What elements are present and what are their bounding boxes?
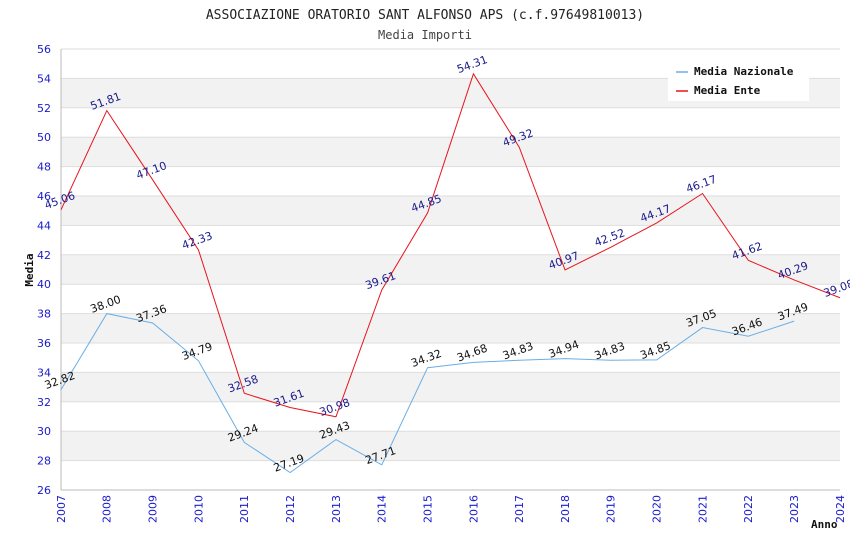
y-tick-label: 40 (37, 278, 51, 291)
x-tick-label: 2007 (55, 495, 68, 523)
y-tick-label: 44 (37, 219, 51, 232)
y-tick-labels: 26 28 30 32 34 36 38 40 42 44 46 48 50 52 54 56 (37, 43, 51, 497)
y-tick-label: 46 (37, 190, 51, 203)
x-tick-label: 2024 (834, 495, 847, 523)
x-tick-label: 2022 (742, 495, 755, 523)
y-tick-label: 34 (37, 366, 51, 379)
x-tick-label: 2020 (651, 495, 664, 523)
y-tick-label: 42 (37, 249, 51, 262)
y-tick-label: 26 (37, 484, 51, 497)
y-tick-label: 36 (37, 337, 51, 350)
y-tick-label: 30 (37, 425, 51, 438)
chart-title: ASSOCIAZIONE ORATORIO SANT ALFONSO APS (… (206, 8, 644, 23)
grid-band (61, 137, 840, 167)
y-tick-label: 56 (37, 43, 51, 56)
legend: Media Nazionale Media Ente (668, 61, 809, 101)
x-tick-label: 2023 (788, 495, 801, 523)
x-tick-label: 2016 (467, 495, 480, 523)
x-tick-label: 2012 (284, 495, 297, 523)
data-label: 46.17 (684, 173, 718, 196)
x-tick-label: 2011 (238, 495, 251, 523)
grid-band (61, 372, 840, 402)
x-tick-label: 2010 (192, 495, 205, 523)
grid-band (61, 313, 840, 343)
data-label: 38.00 (89, 293, 123, 316)
y-tick-label: 28 (37, 455, 51, 468)
y-tick-label: 48 (37, 161, 51, 174)
data-label: 54.31 (455, 53, 489, 76)
grid-bands (61, 78, 840, 461)
series-line-media-nazionale (60, 313, 795, 474)
y-tick-label: 38 (37, 308, 51, 321)
x-tick-label: 2021 (696, 495, 709, 523)
x-tick-label: 2017 (513, 495, 526, 523)
grid-band (61, 431, 840, 461)
series-line-media-ente (60, 72, 841, 418)
x-tick-label: 2014 (376, 495, 389, 523)
grid-band (61, 254, 840, 285)
x-tick-label: 2019 (605, 495, 618, 523)
y-tick-label: 54 (37, 72, 51, 85)
x-tick-label: 2018 (559, 495, 572, 523)
data-label: 42.52 (593, 226, 627, 249)
y-tick-label: 32 (37, 396, 51, 409)
legend-label-media-nazionale: Media Nazionale (694, 65, 794, 78)
data-label: 34.68 (455, 342, 489, 365)
series-lines (60, 72, 841, 474)
legend-label-media-ente: Media Ente (694, 84, 761, 97)
y-tick-label: 50 (37, 131, 51, 144)
x-tick-label: 2009 (146, 495, 159, 523)
legend-box (668, 61, 809, 101)
y-axis-title: Media (23, 253, 36, 286)
chart-subtitle: Media Importi (378, 28, 472, 42)
x-tick-label: 2013 (330, 495, 343, 523)
x-tick-label: 2008 (101, 495, 114, 523)
x-tick-label: 2015 (421, 495, 434, 523)
x-tick-labels: 2007 2008 2009 2010 2011 2012 2013 2014 2015 2016… (55, 495, 847, 523)
y-tick-label: 52 (37, 102, 51, 115)
gridlines (61, 48, 840, 491)
x-axis-title: Anno (811, 518, 838, 531)
grid-band (61, 196, 840, 226)
